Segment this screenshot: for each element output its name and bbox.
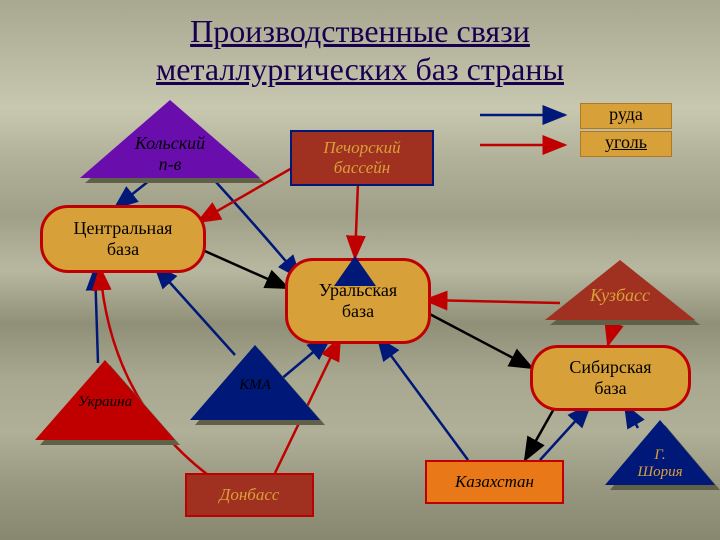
node-central: Центральнаябаза xyxy=(40,205,206,273)
label-kazakhstan: Казахстан xyxy=(455,472,534,492)
label-shoria: Г.Шория xyxy=(605,447,715,481)
label-kma: КМА xyxy=(190,377,320,394)
node-donbass: Донбасс xyxy=(185,473,314,517)
label-kuzbass: Кузбасс xyxy=(545,285,695,306)
node-pechorsky: Печорскийбассейн xyxy=(290,130,434,186)
title-line2: металлургических баз страны xyxy=(156,51,564,87)
label-ukraina: Украина xyxy=(35,394,175,411)
node-siberian: Сибирскаябаза xyxy=(530,345,691,411)
page-title: Производственные связи металлургических … xyxy=(0,0,720,89)
arrow-ukraina-central xyxy=(95,268,98,363)
arrow-kolsky-ural xyxy=(205,170,300,278)
arrow-kazakhstan-siberian xyxy=(540,405,590,460)
label-siberian: Сибирскаябаза xyxy=(569,357,651,399)
label-pechorsky: Печорскийбассейн xyxy=(323,138,400,178)
label-donbass: Донбасс xyxy=(220,485,280,505)
label-kolsky: Кольскийп-в xyxy=(80,133,260,175)
arrow-kazakhstan-ural xyxy=(378,338,468,460)
node-ural_tri xyxy=(334,256,376,286)
arrow-ural-siberian xyxy=(422,310,532,368)
arrow-kolsky-central xyxy=(115,180,150,208)
arrow-central-ural xyxy=(198,248,288,288)
arrow-kma-central xyxy=(155,266,235,355)
title-line1: Производственные связи xyxy=(190,13,530,49)
label-central: Центральнаябаза xyxy=(74,218,173,260)
arrow-pechorsky-ural xyxy=(355,183,358,258)
label-ural: Уральскаябаза xyxy=(319,280,397,322)
arrow-kuzbass-ural xyxy=(425,300,560,303)
node-kazakhstan: Казахстан xyxy=(425,460,564,504)
